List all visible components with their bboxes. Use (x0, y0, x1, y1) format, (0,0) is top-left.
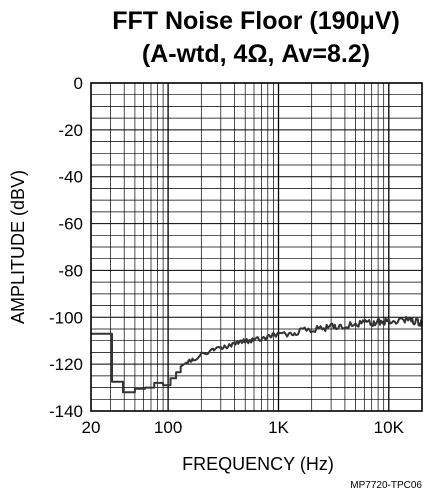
y-axis-label: AMPLITUDE (dBV) (8, 170, 28, 324)
y-tick-label: -100 (49, 308, 83, 327)
noise-floor-line (91, 316, 423, 394)
y-tick-label: -40 (58, 168, 83, 187)
figure-code: MP7720-TPC06 (350, 480, 422, 491)
x-tick-label: 1K (268, 418, 289, 437)
y-tick-label: 0 (74, 74, 83, 93)
chart-title-line-1: FFT Noise Floor (190μV) (112, 7, 400, 35)
y-tick-label: -20 (58, 121, 83, 140)
y-tick-labels: 0 -20 -40 -60 -80 -100 -120 -140 (49, 74, 83, 421)
plot-frame (90, 82, 423, 412)
x-tick-label: 20 (82, 418, 101, 437)
x-axis-label: FREQUENCY (Hz) (182, 454, 334, 474)
x-tick-labels: 20 100 1K 10K (82, 418, 405, 437)
y-tick-label: -120 (49, 355, 83, 374)
x-tick-label: 10K (374, 418, 405, 437)
y-tick-label: -60 (58, 215, 83, 234)
plot-series (91, 316, 423, 394)
y-tick-label: -140 (49, 402, 83, 421)
x-tick-label: 100 (154, 418, 182, 437)
plot-grid (91, 83, 422, 411)
y-tick-label: -80 (58, 261, 83, 280)
chart-title-line-2: (A-wtd, 4Ω, Av=8.2) (142, 40, 370, 68)
